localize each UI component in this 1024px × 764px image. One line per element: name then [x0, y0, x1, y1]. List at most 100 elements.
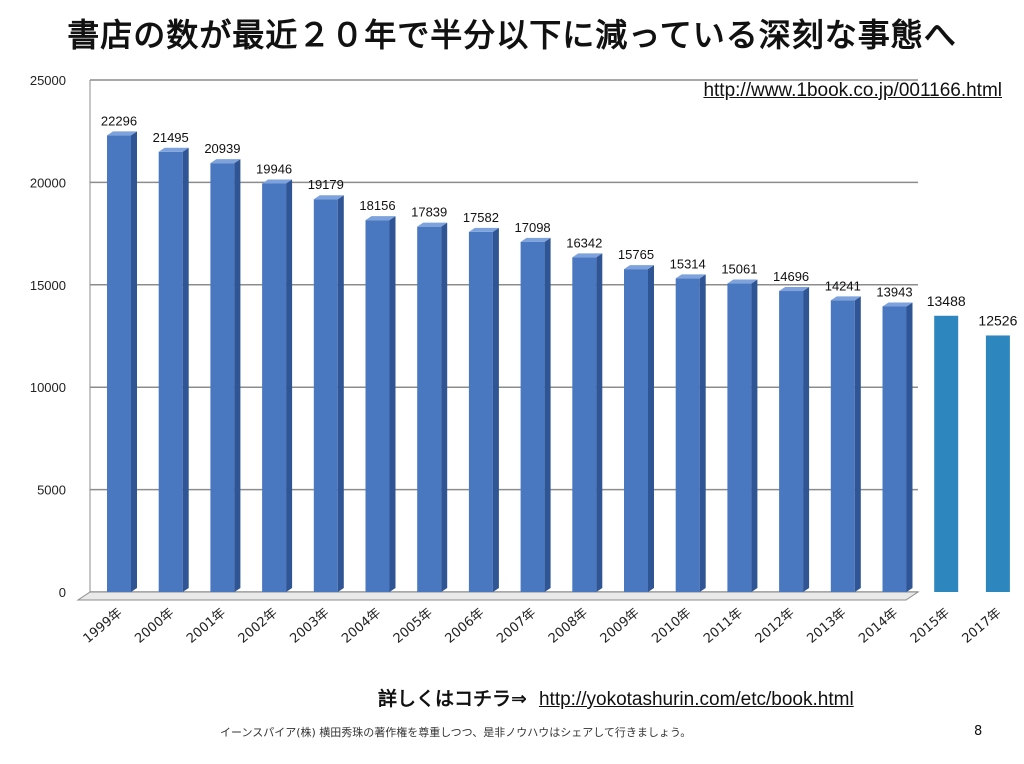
y-tick-label: 0 — [59, 585, 66, 600]
bar — [779, 291, 804, 592]
y-tick-label: 10000 — [30, 380, 66, 395]
data-label: 18156 — [359, 198, 395, 213]
data-label: 17839 — [411, 205, 447, 220]
data-label: 17582 — [463, 210, 499, 225]
x-tick-label: 2004年 — [339, 606, 384, 647]
bar — [572, 257, 597, 592]
bar-side — [699, 274, 706, 592]
bar — [675, 278, 700, 592]
bar-side — [131, 131, 137, 592]
data-label: 19179 — [308, 177, 344, 192]
bar — [624, 269, 648, 592]
bar — [365, 220, 390, 593]
bar-top — [468, 227, 499, 232]
bar-top — [572, 253, 603, 258]
bar — [520, 241, 545, 593]
bar-side — [441, 222, 448, 592]
more-info-link[interactable]: http://yokotashurin.com/etc/book.html — [538, 689, 854, 710]
y-tick-label: 15000 — [30, 278, 66, 293]
bar — [262, 183, 287, 592]
page-title: 書店の数が最近２０年で半分以下に減っている深刻な事態へ — [67, 16, 957, 54]
bar-top — [417, 222, 448, 227]
x-tick-label: 2013年 — [804, 606, 849, 647]
bar-side — [648, 265, 654, 592]
bar-side — [182, 147, 189, 592]
data-label: 14241 — [825, 278, 861, 293]
data-label: 13488 — [927, 293, 966, 309]
source-url-link[interactable]: http://www.1book.co.jp/001166.html — [703, 80, 1002, 101]
bar — [882, 306, 907, 592]
y-tick-label: 20000 — [30, 175, 66, 190]
bar-side — [854, 296, 861, 592]
bar — [830, 300, 855, 592]
bar-top — [779, 287, 810, 292]
bar-top — [210, 159, 241, 164]
bar-side — [803, 287, 810, 592]
bar-top — [520, 237, 551, 242]
bar-side — [544, 237, 551, 593]
x-tick-label: 2014年 — [856, 606, 901, 647]
bar-top — [365, 216, 396, 221]
x-tick-label: 2000年 — [132, 606, 177, 647]
y-tick-label: 25000 — [30, 73, 66, 88]
data-label: 17098 — [515, 220, 551, 235]
data-label: 14696 — [773, 269, 809, 284]
bar — [727, 283, 752, 592]
data-label: 20939 — [204, 141, 240, 156]
x-tick-label: 2005年 — [391, 606, 436, 647]
x-tick-label: 2012年 — [753, 606, 798, 647]
x-tick-label: 2006年 — [443, 606, 488, 647]
bar-side — [751, 279, 758, 592]
bar-top — [882, 302, 913, 307]
chart-floor — [76, 591, 920, 601]
bar-side — [492, 227, 499, 592]
bar-side — [596, 253, 603, 592]
data-label: 21495 — [153, 130, 189, 145]
bar-top — [830, 296, 861, 301]
data-label: 12526 — [978, 312, 1017, 328]
x-tick-label: 2002年 — [236, 606, 281, 647]
bar-top — [727, 279, 758, 284]
data-label: 19946 — [256, 162, 292, 177]
x-tick-label: 1999年 — [81, 606, 126, 647]
bar-top — [107, 131, 137, 136]
bar — [210, 163, 235, 592]
x-tick-label: 2007年 — [494, 606, 539, 647]
data-label: 13943 — [876, 284, 912, 299]
bar-top — [675, 274, 706, 279]
x-tick-label: 2015年 — [908, 606, 953, 647]
x-tick-label: 2008年 — [546, 606, 591, 647]
bar — [417, 226, 442, 592]
x-tick-label: 2009年 — [598, 606, 643, 647]
bar — [313, 199, 338, 592]
bar-top — [624, 265, 654, 270]
bar-side — [906, 302, 913, 592]
page-number: 8 — [974, 724, 983, 739]
bar-side — [337, 195, 344, 592]
data-label: 15061 — [721, 262, 757, 277]
bar — [985, 335, 1010, 592]
bar-top — [158, 147, 189, 152]
x-tick-label: 2010年 — [649, 606, 694, 647]
x-tick-label: 2003年 — [287, 606, 332, 647]
data-label: 15314 — [670, 256, 706, 271]
bar — [468, 231, 493, 592]
bar — [158, 151, 183, 592]
data-label: 15765 — [618, 247, 654, 262]
x-tick-label: 2017年 — [960, 606, 1005, 647]
bar-top — [313, 195, 344, 200]
x-tick-label: 2011年 — [701, 606, 746, 647]
bar-top — [262, 179, 293, 184]
copyright-footer: イーンスパイア(株) 横田秀珠の著作権を尊重しつつ、是非ノウハウはシェアして行き… — [220, 726, 692, 739]
bar-side — [286, 179, 293, 592]
data-label: 22296 — [101, 113, 137, 128]
more-info: 詳しくはコチラ⇒ http://yokotashurin.com/etc/boo… — [378, 684, 854, 711]
bar-side — [389, 216, 396, 593]
bar — [934, 315, 959, 592]
bar-side — [234, 159, 241, 592]
data-label: 16342 — [566, 235, 602, 250]
y-tick-label: 5000 — [37, 483, 66, 498]
x-tick-label: 2001年 — [184, 606, 229, 647]
more-info-label: 詳しくはコチラ⇒ — [378, 688, 527, 710]
